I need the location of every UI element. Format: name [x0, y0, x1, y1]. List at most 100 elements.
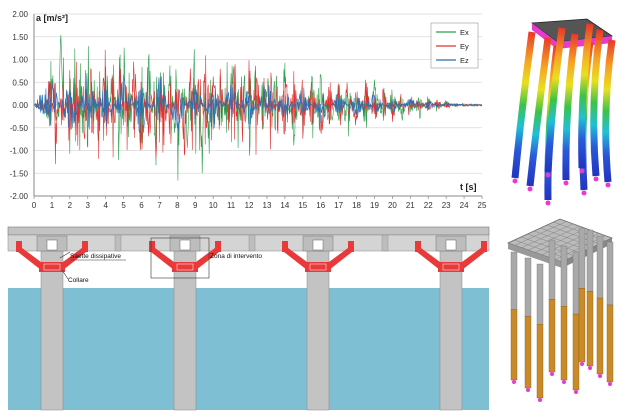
x-axis-label: t [s]	[460, 182, 477, 192]
chart-series	[33, 35, 483, 181]
collar-bolts	[442, 263, 460, 271]
x-tick-label: 10	[209, 201, 218, 210]
bearing	[46, 239, 58, 251]
collar-bolts	[176, 263, 194, 271]
legend-label-ey: Ey	[460, 42, 469, 51]
annotation-saette: Saette dissipative	[59, 251, 126, 261]
bearing	[445, 239, 457, 251]
column-base-node	[527, 186, 533, 192]
y-tick-label: 2.00	[12, 10, 28, 19]
y-tick-label: 0.50	[12, 78, 28, 87]
x-tick-label: 5	[121, 201, 126, 210]
dissipative-brace-left	[18, 245, 41, 270]
pile-upper	[524, 257, 532, 317]
pier	[306, 250, 330, 411]
column-base-node	[579, 168, 585, 174]
deck-top	[7, 226, 490, 236]
pile-base-node	[538, 398, 542, 402]
pile-base-node	[526, 388, 530, 392]
x-tick-label: 13	[263, 201, 272, 210]
brace-anchor-right	[348, 241, 354, 252]
pile-base-node	[512, 380, 516, 384]
bridge-diagram: Saette dissipative Collare Zona di inter…	[7, 226, 490, 411]
model-structure-3d	[506, 218, 614, 402]
column-base-node	[605, 182, 611, 188]
dissipative-brace-right	[196, 245, 219, 270]
bearing	[312, 239, 324, 251]
x-tick-label: 1	[50, 201, 55, 210]
series-line-ez	[33, 74, 483, 133]
x-tick-label: 23	[442, 201, 451, 210]
y-tick-label: 0.00	[12, 101, 28, 110]
pile-lower	[510, 309, 518, 381]
pile-base-node	[580, 362, 584, 366]
x-tick-label: 11	[227, 201, 236, 210]
y-tick-labels: 2.00 1.50 1.00 0.50 0.00 -0.50 -1.00 -1.50 -2.00	[10, 10, 29, 201]
brace-anchor-right	[215, 241, 221, 252]
pile-lower	[596, 297, 604, 375]
pile-base-node	[598, 374, 602, 378]
pile-upper	[536, 263, 544, 325]
pier-collar	[438, 262, 464, 272]
pile-lower	[586, 291, 594, 367]
dissipative-brace-left	[151, 245, 174, 270]
pier	[173, 250, 197, 411]
pile-upper	[572, 251, 580, 315]
brace-anchor-left	[282, 241, 288, 252]
x-tick-label: 18	[352, 201, 361, 210]
column-base-node	[593, 176, 599, 182]
deformed-column	[526, 37, 552, 187]
x-tick-label: 25	[478, 201, 487, 210]
column-base-node	[545, 172, 551, 178]
x-tick-label: 7	[157, 201, 162, 210]
y-tick-label: -1.50	[10, 169, 29, 178]
pile-upper	[578, 227, 586, 289]
bearing	[179, 239, 191, 251]
x-tick-label: 9	[193, 201, 198, 210]
pile-lower	[578, 288, 586, 363]
pile-upper	[596, 235, 604, 299]
deformed-column	[590, 29, 604, 177]
model-deformed-contour	[511, 18, 616, 206]
dissipative-brace-right	[63, 245, 86, 270]
deck-bottom	[7, 234, 490, 252]
x-tick-label: 8	[175, 201, 180, 210]
pile-upper	[560, 245, 568, 307]
brace-anchor-right	[481, 241, 487, 252]
column-base-node	[563, 180, 569, 186]
pile-lower	[560, 306, 568, 381]
x-tick-label: 2	[68, 201, 73, 210]
pile-upper	[510, 251, 518, 310]
x-tick-label: 17	[334, 201, 343, 210]
collar-bolts	[43, 263, 61, 271]
pier-collar	[305, 262, 331, 272]
brace-anchor-left	[149, 241, 155, 252]
deck-joint	[114, 234, 122, 252]
x-tick-label: 16	[316, 201, 325, 210]
y-axis-label: a [m/s²]	[36, 13, 68, 23]
y-tick-label: 1.50	[12, 33, 28, 42]
deck-joint	[248, 234, 256, 252]
deformed-column	[511, 31, 536, 179]
y-tick-label: -0.50	[10, 124, 29, 133]
pile-base-node	[562, 380, 566, 384]
dissipative-brace-right	[329, 245, 352, 270]
dissipative-brace-left	[417, 245, 440, 270]
x-tick-label: 20	[388, 201, 397, 210]
label-saette-dissipative: Saette dissipative	[70, 253, 121, 260]
pier	[439, 250, 463, 411]
pier-collar	[39, 262, 65, 272]
pile-upper	[606, 241, 614, 306]
brace-anchor-right	[82, 241, 88, 252]
label-collare: Collare	[68, 277, 89, 284]
pile-lower	[572, 313, 580, 391]
pile-base-node	[588, 366, 592, 370]
deck-joint	[381, 234, 389, 252]
column-base-node	[512, 178, 518, 184]
deck-grid-line	[534, 228, 587, 253]
x-tick-label: 4	[103, 201, 108, 210]
x-tick-labels: 0 1 2 3 4 5 6 7 8 9 10 11 12 13 14 15 16 17 18 19 20 21 22 23 24…	[32, 196, 487, 210]
pile-upper	[586, 229, 594, 292]
x-tick-label: 6	[139, 201, 144, 210]
